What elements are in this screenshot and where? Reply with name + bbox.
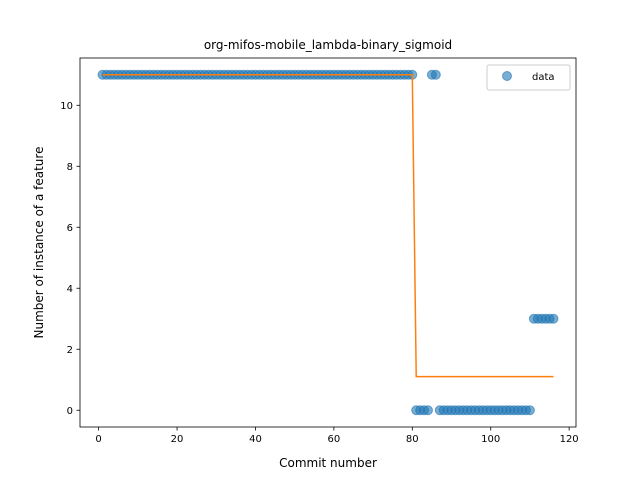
fit-line-path (102, 74, 554, 378)
y-tick-label: 10 (60, 101, 73, 112)
y-tick-label: 2 (67, 345, 73, 356)
legend-label-data: data (532, 72, 555, 83)
y-tick-label: 4 (67, 284, 73, 295)
fit-line (102, 74, 554, 378)
data-point (548, 313, 559, 324)
x-tick-label: 60 (328, 434, 341, 445)
legend-box (486, 64, 571, 91)
legend: data (486, 64, 571, 91)
y-tick-label: 6 (67, 223, 73, 234)
y-axis-label: Number of instance of a feature (32, 147, 46, 339)
data-point (524, 405, 535, 416)
legend-marker-data (502, 71, 512, 81)
y-axis-ticks: 0 2 4 6 8 10 (60, 101, 80, 417)
data-point (430, 69, 441, 80)
x-tick-label: 100 (481, 434, 500, 445)
axes-frame (79, 57, 577, 428)
chart-title: org-mifos-mobile_lambda-binary_sigmoid (204, 38, 452, 52)
x-tick-label: 20 (171, 434, 184, 445)
x-tick-label: 80 (406, 434, 419, 445)
x-tick-label: 120 (560, 434, 579, 445)
x-axis-ticks: 0 20 40 60 80 100 120 (95, 427, 579, 445)
x-tick-label: 0 (95, 434, 101, 445)
y-tick-label: 0 (67, 406, 73, 417)
data-point (422, 405, 433, 416)
x-axis-label: Commit number (279, 456, 377, 470)
y-tick-label: 8 (67, 162, 73, 173)
x-tick-label: 40 (249, 434, 262, 445)
